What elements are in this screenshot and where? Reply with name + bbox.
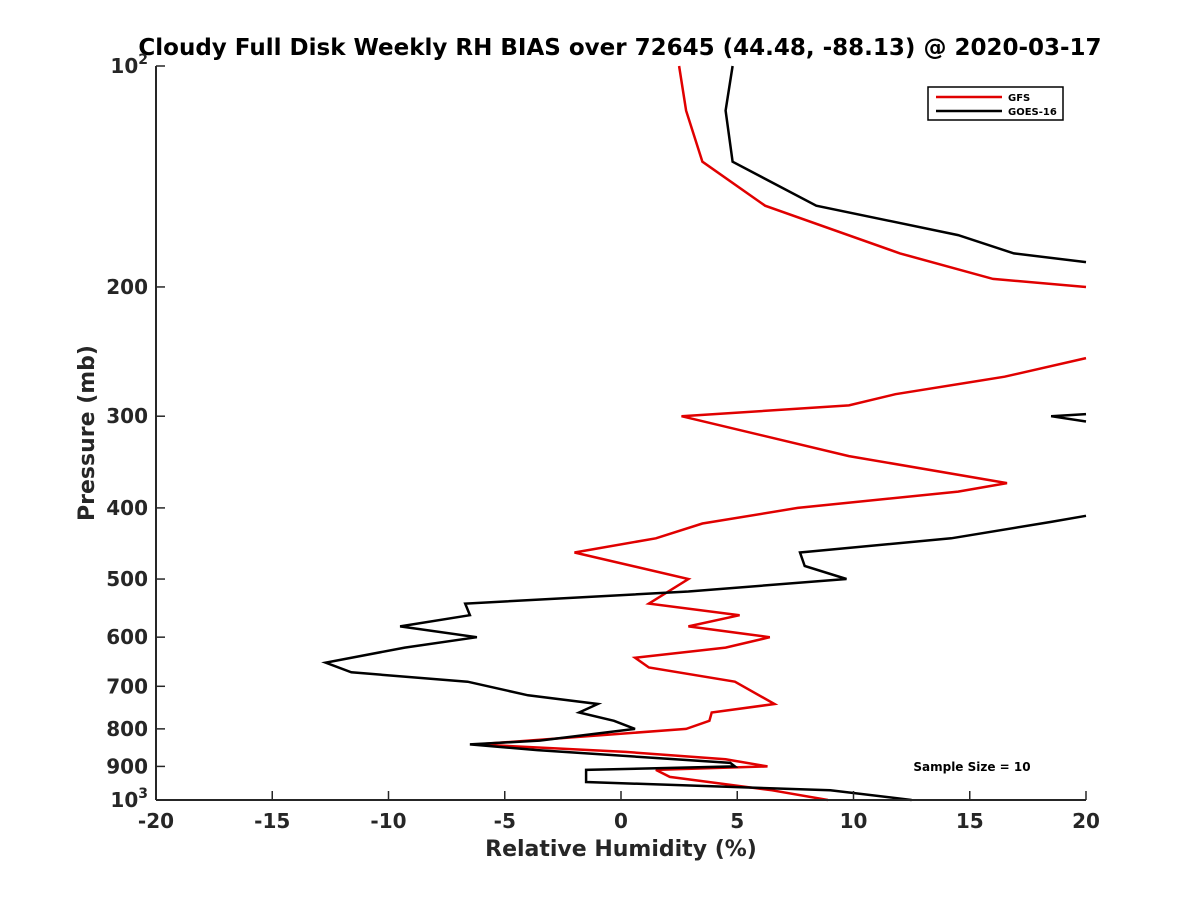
x-tick-label: -10	[370, 809, 406, 833]
y-tick-label: 200	[106, 275, 148, 299]
y-tick-label: 103	[110, 786, 148, 812]
legend: GFS GOES-16	[927, 86, 1064, 121]
y-tick-label: 600	[106, 625, 148, 649]
y-tick-label: 300	[106, 404, 148, 428]
legend-label-goes16: GOES-16	[1008, 107, 1057, 118]
x-axis-label: Relative Humidity (%)	[485, 837, 757, 862]
y-axis-label: Pressure (mb)	[75, 345, 100, 521]
series-layer	[321, 65, 1087, 802]
sample-size-annotation: Sample Size = 10	[913, 760, 1030, 774]
x-tick-label: -20	[138, 809, 174, 833]
x-tick-label: 15	[956, 809, 984, 833]
x-tick-label: -5	[494, 809, 516, 833]
series-line-goes16-1	[724, 65, 1087, 264]
y-tick-label: 102	[110, 52, 148, 78]
series-line-gfs-2	[476, 356, 1087, 802]
x-tick-label: 0	[614, 809, 628, 833]
x-tick-label: 10	[840, 809, 868, 833]
y-tick-label: 800	[106, 717, 148, 741]
legend-box	[927, 86, 1064, 121]
series-line-goes16-3	[321, 514, 1087, 802]
axes-layer: -20 -15 -10 -5 0 5 10 15 20 102 200 300 400 500 600 700…	[106, 52, 1100, 833]
series-line-goes16-2	[1050, 412, 1087, 423]
y-tick-label: 500	[106, 567, 148, 591]
x-tick-label: -15	[254, 809, 290, 833]
x-tick-label: 5	[730, 809, 744, 833]
chart-title: Cloudy Full Disk Weekly RH BIAS over 726…	[138, 35, 1101, 61]
y-tick-label: 400	[106, 496, 148, 520]
y-tick-label: 700	[106, 674, 148, 698]
series-line-gfs-1	[677, 65, 1087, 289]
legend-label-gfs: GFS	[1008, 93, 1030, 104]
x-tick-label: 20	[1072, 809, 1100, 833]
y-tick-label: 900	[106, 754, 148, 778]
